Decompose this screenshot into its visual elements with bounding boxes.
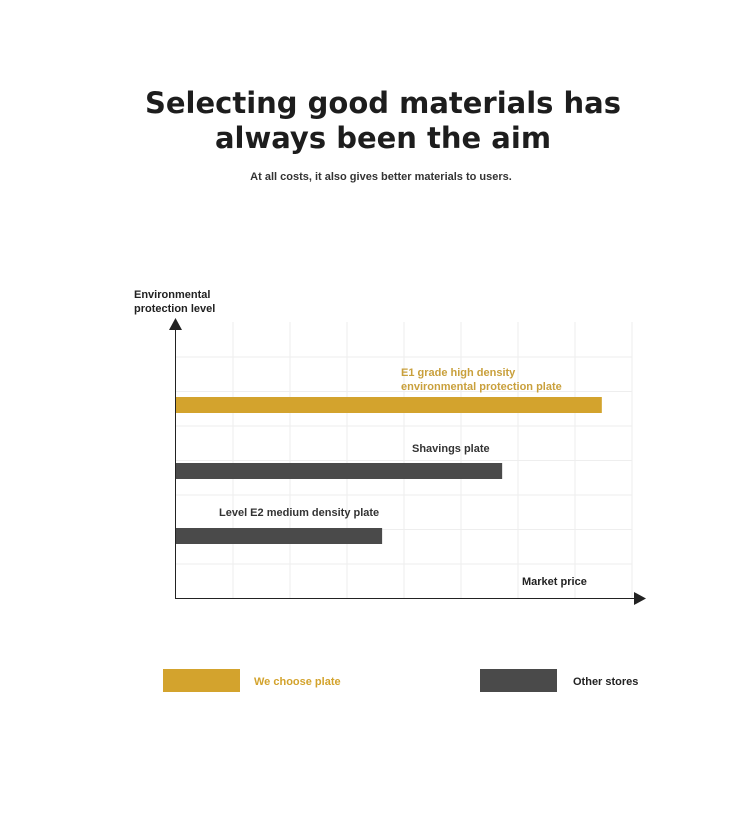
bar-label-0-line2: environmental protection plate <box>401 381 562 393</box>
x-axis-label: Market price <box>522 576 587 588</box>
legend-label-other-stores: Other stores <box>573 676 639 688</box>
page-subtitle: At all costs, it also gives better mater… <box>250 171 512 183</box>
bar-1 <box>176 463 503 479</box>
bar-label-2: Level E2 medium density plate <box>219 507 379 519</box>
bar-label-1: Shavings plate <box>412 443 490 455</box>
bar-label-0-line1: E1 grade high density <box>401 367 516 379</box>
legend-label-we-choose: We choose plate <box>254 676 341 688</box>
page-title: Selecting good materials has always been… <box>144 86 622 155</box>
y-axis-label-line1: Environmental <box>134 289 210 301</box>
bar-2 <box>176 528 383 544</box>
chart-grid <box>176 322 633 599</box>
x-axis-arrow <box>634 592 646 605</box>
bar-0 <box>176 397 602 413</box>
legend-swatch-other-stores <box>480 669 557 692</box>
y-axis-arrow <box>169 318 182 330</box>
y-axis-label-line2: protection level <box>134 303 215 315</box>
legend-swatch-we-choose <box>163 669 240 692</box>
